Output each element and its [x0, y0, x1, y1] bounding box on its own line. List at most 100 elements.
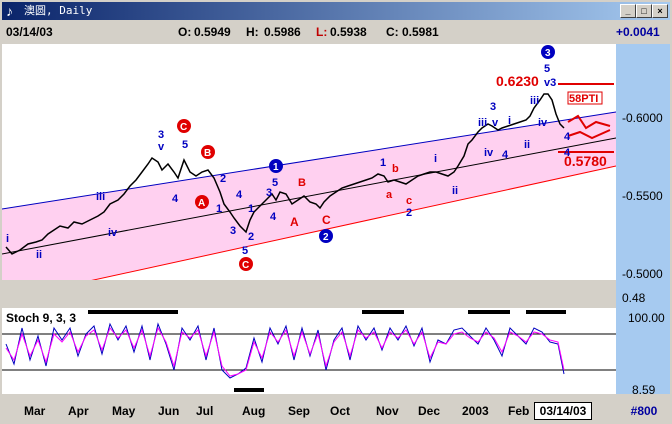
- price-tick-0550: -0.5500: [622, 189, 663, 203]
- wave-2-circle: [319, 229, 333, 243]
- wave-b2-label: B: [298, 177, 306, 189]
- month-label: Aug: [242, 404, 266, 418]
- close-button[interactable]: ×: [652, 4, 668, 18]
- month-label: Jul: [196, 404, 214, 418]
- price-axis-panel[interactable]: [616, 44, 670, 280]
- wave-mi-label: i: [434, 153, 437, 165]
- wave-s4-label: 4: [172, 193, 179, 205]
- low-value: 0.5938: [330, 25, 367, 39]
- month-label: Oct: [330, 404, 351, 418]
- chart-app-icon[interactable]: ♪: [6, 3, 13, 19]
- price-tick-0600: -0.6000: [622, 111, 663, 125]
- wave-s5c-label: 5: [272, 177, 278, 189]
- wave-iii1-label: iii: [96, 191, 105, 203]
- wave-b3-label: b: [392, 163, 399, 175]
- month-label: Dec: [418, 404, 441, 418]
- current-date-box[interactable]: 03/14/03: [534, 402, 592, 420]
- channel-upper-line: [1, 111, 617, 210]
- wave-v3-label: v3: [544, 77, 556, 89]
- wave-s3-label: 3: [158, 129, 164, 141]
- wave-ii1-label: ii: [36, 249, 42, 261]
- close-value: 0.5981: [402, 25, 439, 39]
- month-label: Nov: [376, 404, 399, 418]
- wave-1-circle: [269, 159, 283, 173]
- wave-s3b-label: 3: [230, 225, 236, 237]
- time-axis[interactable]: [2, 400, 670, 422]
- month-label: Sep: [288, 404, 311, 418]
- stoch-bar-2: [362, 310, 404, 314]
- wave-a2-label: A: [290, 215, 299, 229]
- wave-c2-circle: [239, 257, 253, 271]
- wave-c2-label: C: [242, 260, 249, 271]
- price-axis-panel-tail: [616, 280, 670, 308]
- wave-s5-label: 5: [182, 139, 188, 151]
- stoch-bar-3: [468, 310, 510, 314]
- month-label: Mar: [24, 404, 46, 418]
- wave-t5-label: 5: [544, 63, 550, 75]
- close-label: C:: [386, 25, 399, 39]
- wave-b-circle: [201, 145, 215, 159]
- wave-c3-label: C: [322, 213, 331, 227]
- high-value: 0.5986: [264, 25, 301, 39]
- wave-s5b-label: 5: [242, 245, 248, 257]
- wave-c-circle: [177, 119, 191, 133]
- projection-arrow: [567, 114, 611, 130]
- wave-ui-label: i: [508, 115, 511, 127]
- quote-bar: 03/14/03 O: 0.5949 H: 0.5986 L: 0.5938 C…: [2, 22, 670, 42]
- month-label: 2003: [462, 404, 489, 418]
- price-tick-0500: -0.5000: [622, 267, 663, 281]
- wave-s4b-label: 4: [236, 189, 243, 201]
- maximize-button[interactable]: □: [636, 4, 652, 18]
- high-label: H:: [246, 25, 259, 39]
- wave-iv1-label: iv: [108, 227, 118, 239]
- wave-v1-label: v: [158, 141, 165, 153]
- month-label: Apr: [68, 404, 89, 418]
- channel-lower-line: [1, 165, 617, 301]
- wave-tiv-label: iv: [538, 117, 548, 129]
- open-value: 0.5949: [194, 25, 231, 39]
- wave-c4-label: c: [406, 195, 412, 207]
- stoch-bar-4: [526, 310, 566, 314]
- wave-t4-label: 4: [564, 131, 571, 143]
- stoch-title: Stoch 9, 3, 3: [6, 311, 76, 325]
- wave-u4-label: 4: [502, 149, 509, 161]
- wave-s2c-label: 2: [248, 231, 254, 243]
- wave-mii-label: ii: [452, 185, 458, 197]
- projection-arrow-2: [567, 129, 611, 140]
- stoch-tick-low: 8.59: [632, 383, 656, 394]
- chart-area[interactable]: -0.6000 -0.5500 -0.5000 0.48 0.6230 0.57…: [1, 44, 670, 397]
- stoch-axis-panel[interactable]: [616, 308, 670, 394]
- month-label: Feb: [508, 404, 530, 418]
- wave-a-circle: [195, 195, 209, 209]
- price-chart-svg[interactable]: -0.6000 -0.5500 -0.5000 0.48 0.6230 0.57…: [1, 44, 670, 397]
- bar-count: #800: [630, 404, 658, 418]
- wave-t4b-label: 4: [564, 147, 571, 159]
- stoch-tick-100: 100.00: [628, 311, 665, 325]
- wave-3-label: 3: [545, 48, 551, 59]
- channel-mid-line: [1, 137, 617, 255]
- stoch-bar-5: [234, 388, 264, 392]
- price-series: [5, 93, 565, 255]
- minimize-button[interactable]: _: [620, 4, 636, 18]
- wave-uiv-label: iv: [484, 147, 494, 159]
- low-label: L:: [316, 25, 328, 39]
- wave-uv-label: v: [492, 117, 499, 129]
- wave-a3-label: a: [386, 189, 393, 201]
- price-tick-048-b: 0.48: [622, 291, 646, 305]
- wave-b-label: B: [204, 148, 211, 159]
- month-label: May: [112, 404, 136, 418]
- pti-label: 58PTI: [569, 93, 598, 105]
- wave-1-label: 1: [273, 162, 279, 173]
- title-bar[interactable]: ♪ 澳圆, Daily _ □ ×: [2, 2, 670, 20]
- wave-uiii-label: iii: [478, 117, 487, 129]
- month-label: Jun: [158, 404, 180, 418]
- wave-i1-label: i: [6, 233, 9, 245]
- wave-c-label: C: [180, 122, 187, 133]
- wave-a-label: A: [198, 198, 205, 209]
- target-low-label: 0.5780: [564, 153, 607, 169]
- wave-tiii-label: iii: [530, 95, 539, 107]
- wave-3-circle: [541, 45, 555, 59]
- wave-m2-label: 2: [406, 207, 412, 219]
- panel-separator: [2, 280, 670, 308]
